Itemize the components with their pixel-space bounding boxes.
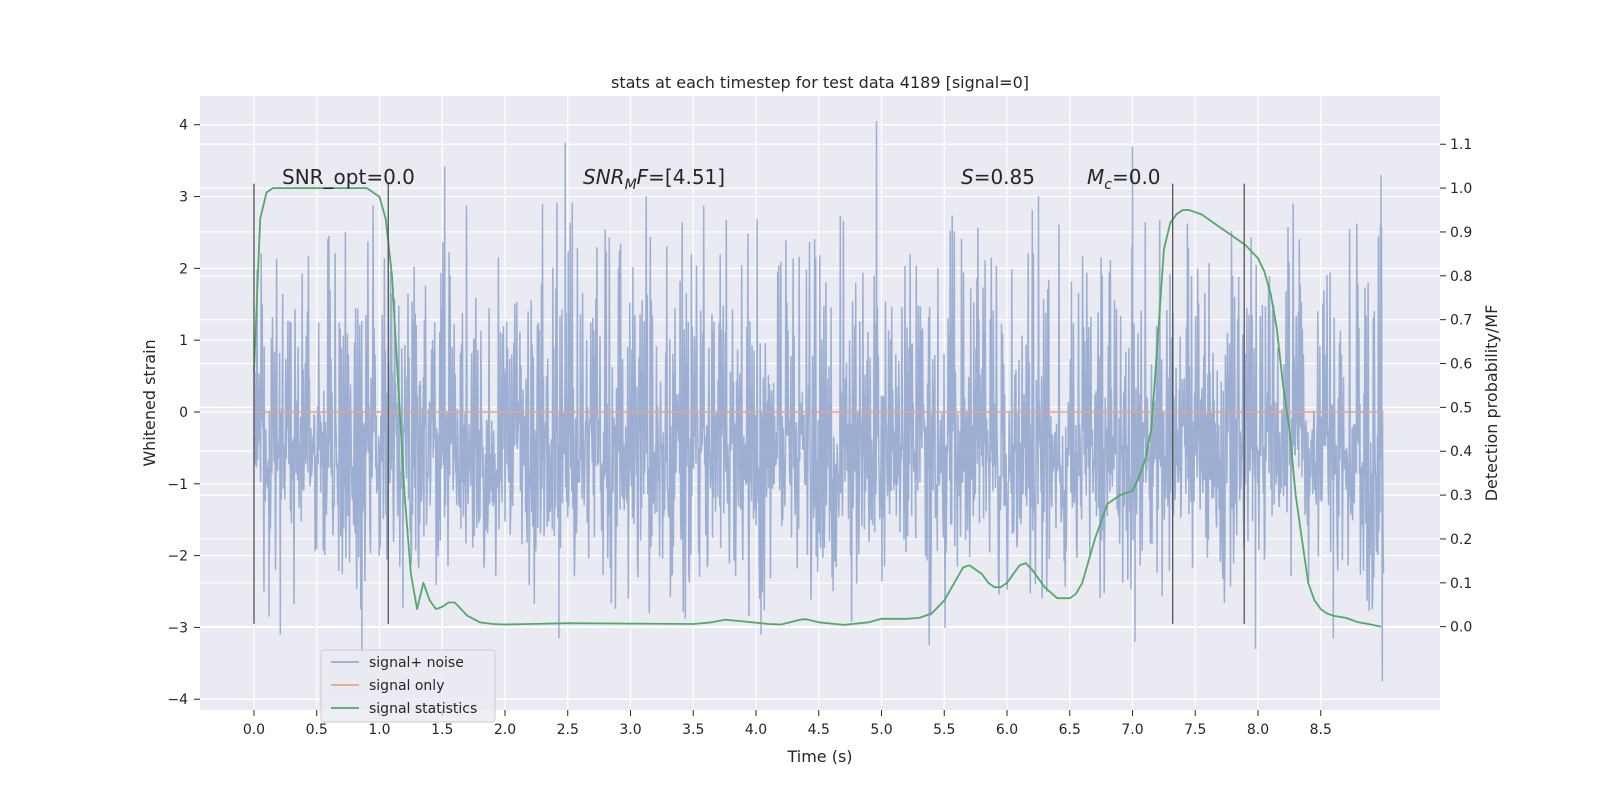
y2-axis-label: Detection probability/MF [1482, 305, 1501, 502]
annotation-s-value: =0.85 [974, 165, 1035, 189]
x-tick-label: 0.0 [243, 722, 265, 738]
annotation-mc-symbol: M [1087, 165, 1104, 189]
legend-box [320, 649, 496, 723]
y-axis-ticks: −4 −3 −2 −1 0 1 2 3 4 [167, 118, 200, 708]
y-tick-label: 3 [179, 190, 188, 206]
noise-series [253, 121, 1385, 682]
x-tick-label: 5.0 [870, 722, 892, 738]
y-tick-label: 0 [179, 405, 188, 421]
annotation-snr-mf-subscript: M [625, 177, 637, 193]
y2-tick-label: 0.1 [1450, 576, 1472, 592]
y2-axis-ticks: 0.0 0.1 0.2 0.3 0.4 0.5 0.6 0.7 0.8 0.9 1.0 1.1 [1440, 137, 1472, 636]
y-tick-label: −4 [167, 692, 188, 708]
legend-label-statistics: signal statistics [369, 701, 477, 717]
x-tick-label: 4.0 [745, 722, 767, 738]
x-tick-label: 2.5 [557, 722, 579, 738]
legend-label-signal-only: signal only [369, 678, 444, 694]
y2-tick-label: 0.0 [1450, 620, 1472, 636]
chart-title: stats at each timestep for test data 418… [611, 73, 1029, 92]
annotation-snr-mf-rest: F [637, 165, 649, 189]
annotation-snr-mf-value: =[4.51] [648, 165, 725, 189]
y-tick-label: −3 [167, 620, 188, 636]
y2-tick-label: 0.7 [1450, 313, 1472, 329]
y-axis-label: Whitened strain [140, 339, 159, 466]
y2-tick-label: 0.9 [1450, 225, 1472, 241]
statistics-series [253, 187, 1382, 628]
y2-tick-label: 1.1 [1450, 137, 1472, 153]
legend-label-noise: signal+ noise [369, 655, 464, 671]
y2-tick-label: 0.8 [1450, 269, 1472, 285]
y2-tick-label: 1.0 [1450, 181, 1472, 197]
x-axis-label: Time (s) [786, 747, 852, 766]
x-tick-label: 7.0 [1121, 722, 1143, 738]
x-tick-label: 6.0 [996, 722, 1018, 738]
y2-tick-label: 0.4 [1450, 444, 1472, 460]
annotation-mc: Mc=0.0 [1087, 165, 1161, 193]
statistics-line [253, 187, 1382, 628]
x-tick-label: 7.5 [1184, 722, 1206, 738]
x-tick-label: 0.5 [306, 722, 328, 738]
x-tick-label: 1.0 [368, 722, 390, 738]
noise-line [253, 121, 1385, 682]
x-tick-label: 1.5 [431, 722, 453, 738]
annotation-s-symbol: S [961, 165, 974, 189]
legend: signal+ noise signal only signal statist… [320, 649, 496, 723]
x-tick-label: 8.0 [1247, 722, 1269, 738]
y-tick-label: −2 [167, 549, 188, 565]
x-tick-label: 3.5 [682, 722, 704, 738]
y-tick-label: 2 [179, 261, 188, 277]
x-tick-label: 5.5 [933, 722, 955, 738]
x-tick-label: 6.5 [1059, 722, 1081, 738]
x-tick-label: 8.5 [1310, 722, 1332, 738]
y-tick-label: −1 [167, 477, 188, 493]
annotation-snr-mf-symbol: SNR [583, 165, 625, 189]
annotation-snr-mf: SNRMF=[4.51] [583, 165, 725, 193]
marker-lines [253, 183, 1245, 624]
y2-tick-label: 0.2 [1450, 532, 1472, 548]
annotation-snr-opt: SNR_opt=0.0 [282, 165, 415, 189]
x-tick-label: 2.0 [494, 722, 516, 738]
x-axis-ticks: 0.0 0.5 1.0 1.5 2.0 2.5 3.0 3.5 4.0 4.5 5.0 5.5 6.0 6… [243, 710, 1332, 738]
y2-tick-label: 0.5 [1450, 400, 1472, 416]
y-tick-label: 1 [179, 333, 188, 349]
annotation-mc-value: =0.0 [1112, 165, 1161, 189]
y2-tick-label: 0.3 [1450, 488, 1472, 504]
x-tick-label: 4.5 [808, 722, 830, 738]
y-tick-label: 4 [179, 118, 188, 134]
y2-tick-label: 0.6 [1450, 357, 1472, 373]
annotation-mc-subscript: c [1104, 177, 1112, 193]
annotation-s: S=0.85 [961, 165, 1035, 189]
x-tick-label: 3.0 [619, 722, 641, 738]
